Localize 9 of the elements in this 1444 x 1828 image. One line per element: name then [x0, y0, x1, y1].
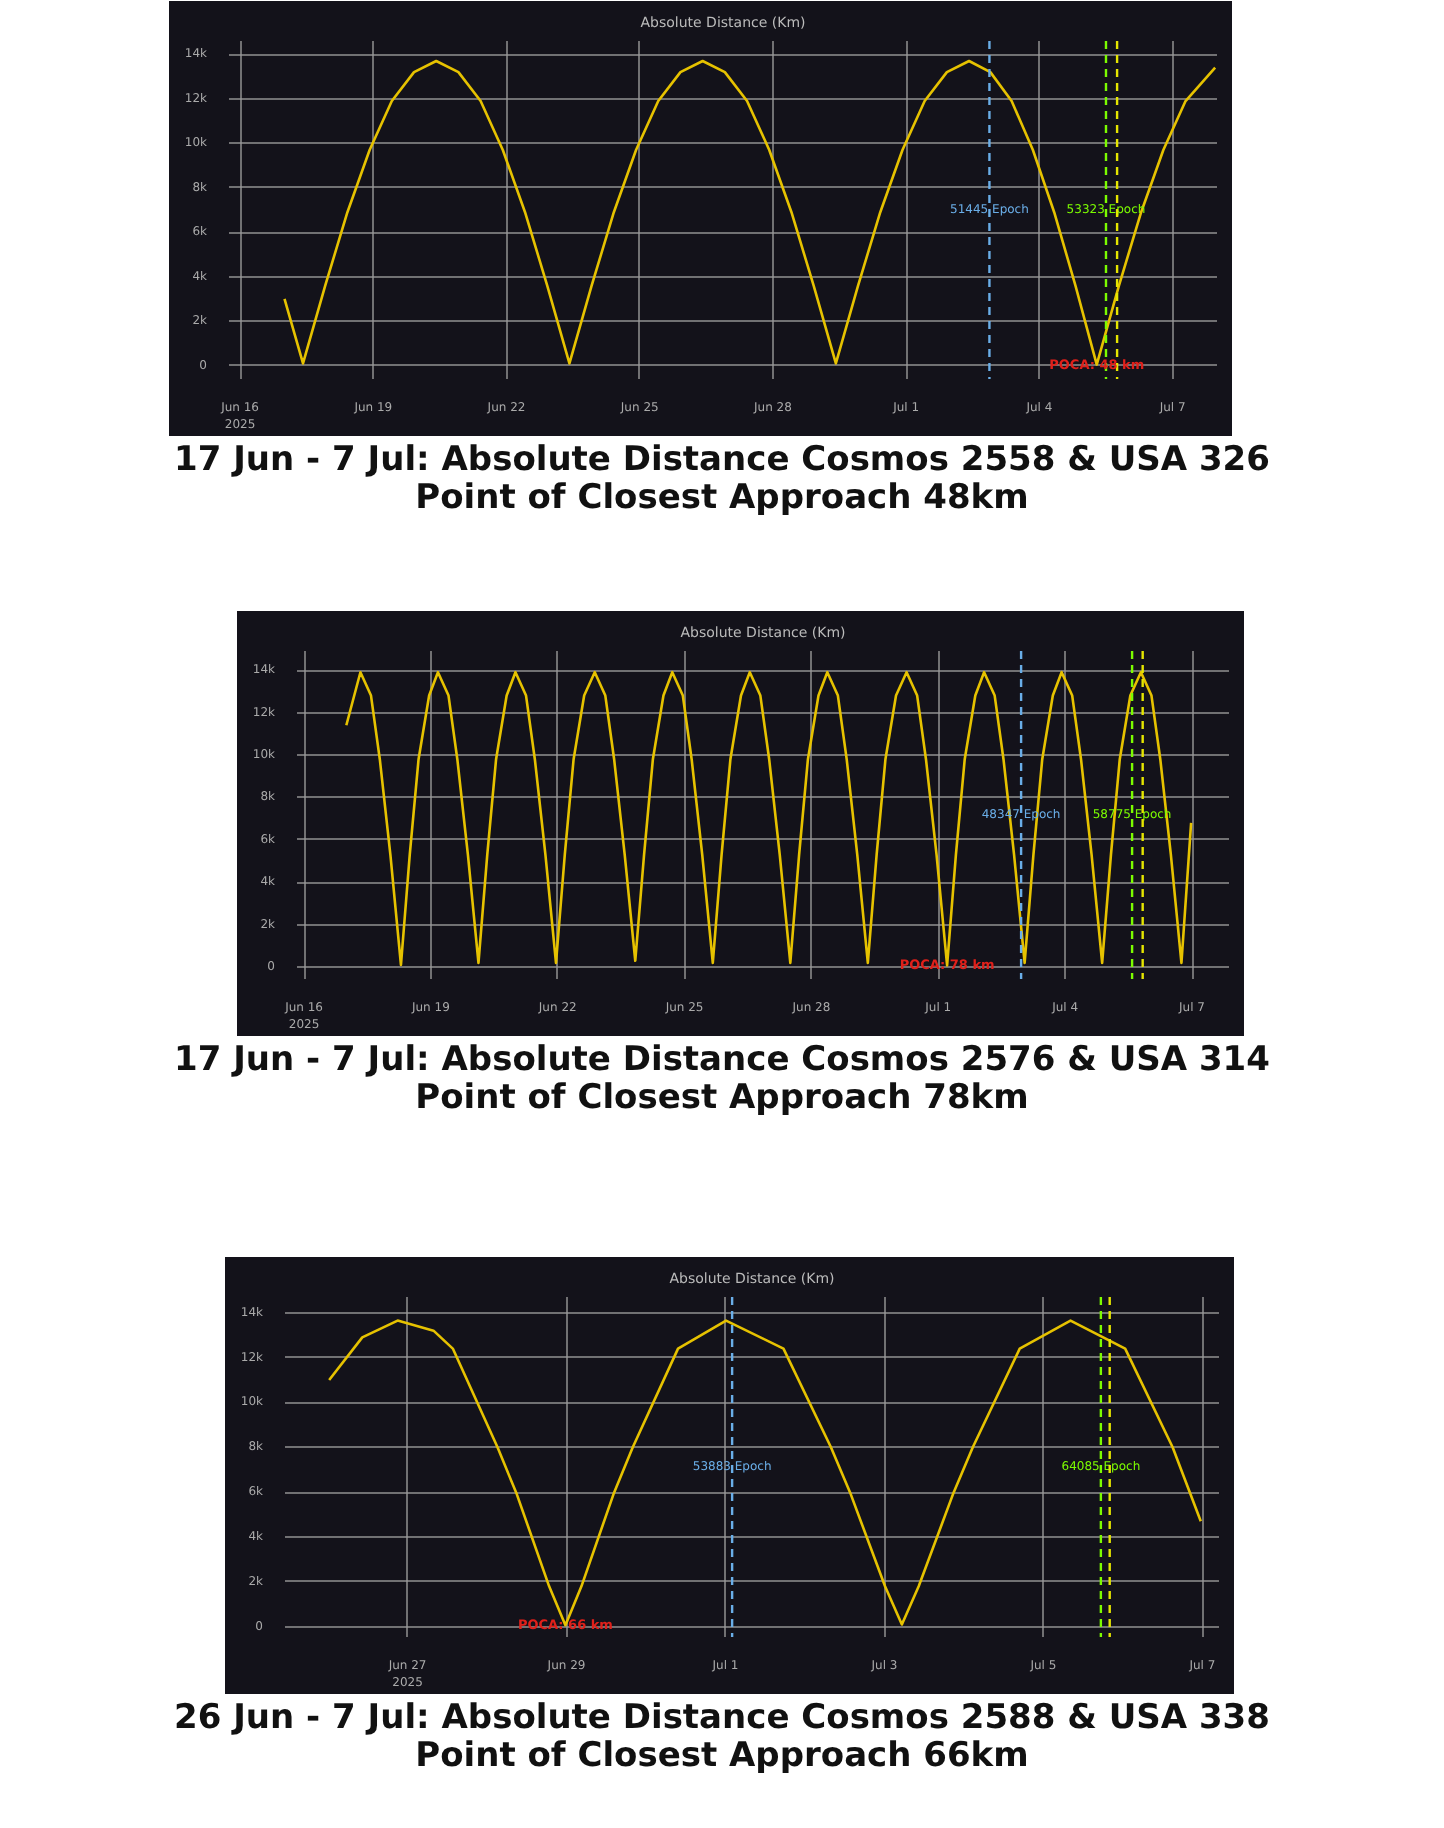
text: 26 Jun - 7 Jul: Absolute Distance Cosmos 2588 & USA 338 [174, 1698, 1270, 1738]
text: Point of Closest Approach 48km [415, 478, 1029, 519]
text: Point of Closest Approach 66km [415, 1736, 1029, 1777]
text: 17 Jun - 7 Jul: Absolute Distance Cosmos 2576 & USA 314 [174, 1040, 1270, 1080]
line-series [283, 59, 1217, 366]
line-series [345, 670, 1193, 967]
line-series [327, 1319, 1203, 1627]
text: Point of Closest Approach 78km [415, 1078, 1029, 1119]
text: 17 Jun - 7 Jul: Absolute Distance Cosmos 2558 & USA 326 [174, 440, 1270, 480]
